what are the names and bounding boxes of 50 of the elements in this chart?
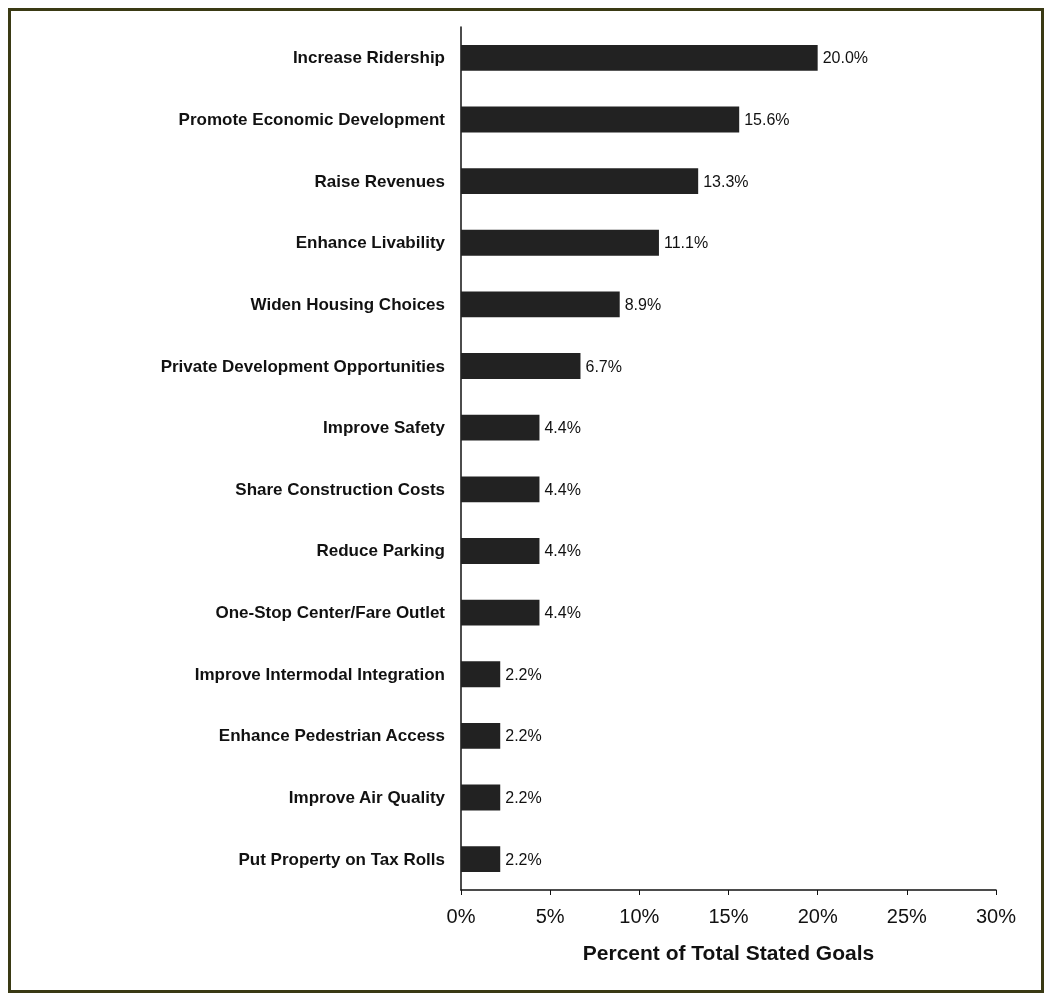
y-tick-label: Enhance Pedestrian Access — [218, 726, 445, 746]
bar — [461, 106, 740, 133]
y-tick-label: Improve Safety — [323, 418, 446, 438]
x-tick-label: 5% — [535, 905, 565, 927]
data-label: 2.2% — [505, 727, 542, 745]
y-tick-label: Raise Revenues — [314, 171, 445, 191]
bar — [461, 476, 540, 503]
x-tick-label: 15% — [708, 905, 749, 927]
y-tick-label: Increase Ridership — [292, 48, 445, 68]
data-label: 4.4% — [544, 419, 581, 437]
bar — [461, 599, 540, 626]
bar — [461, 784, 501, 811]
data-label: 8.9% — [624, 295, 662, 313]
y-tick-label: Put Property on Tax Rolls — [238, 849, 445, 869]
x-tick-label: 30% — [975, 905, 1017, 927]
data-label: 6.7% — [585, 357, 622, 375]
x-tick-label: 0% — [446, 905, 476, 927]
x-tick-label: 10% — [619, 905, 660, 927]
bar — [461, 229, 659, 256]
bar — [461, 414, 540, 441]
data-label: 2.2% — [505, 665, 542, 683]
bar — [461, 291, 620, 318]
data-label: 4.4% — [544, 542, 581, 560]
data-label: 4.4% — [544, 480, 581, 498]
y-tick-label: Share Construction Costs — [235, 479, 445, 499]
x-axis-title: Percent of Total Stated Goals — [582, 941, 875, 964]
bar — [461, 722, 501, 749]
y-tick-label: Reduce Parking — [316, 541, 445, 561]
bar — [461, 168, 699, 195]
y-tick-label: Widen Housing Choices — [250, 294, 445, 314]
data-label: 2.2% — [505, 789, 542, 807]
y-tick-label: Promote Economic Development — [178, 109, 446, 129]
x-tick-label: 25% — [886, 905, 928, 927]
x-tick-label: 20% — [797, 905, 838, 927]
y-tick-label: Improve Intermodal Integration — [194, 664, 445, 684]
y-tick-label: Improve Air Quality — [288, 788, 446, 808]
bar — [461, 44, 818, 71]
bar — [461, 538, 540, 564]
y-tick-label: Private Development Opportunities — [160, 356, 445, 376]
data-label: 13.3% — [703, 172, 749, 190]
bar — [461, 353, 581, 379]
data-label: 15.6% — [744, 110, 790, 128]
data-label: 20.0% — [822, 49, 869, 67]
bar — [461, 661, 501, 688]
y-tick-label: Enhance Livability — [295, 233, 446, 253]
y-tick-label: One-Stop Center/Fare Outlet — [215, 603, 446, 623]
data-label: 4.4% — [544, 604, 581, 622]
data-label: 2.2% — [505, 850, 542, 868]
data-label: 11.1% — [663, 234, 709, 252]
bar — [461, 846, 501, 873]
